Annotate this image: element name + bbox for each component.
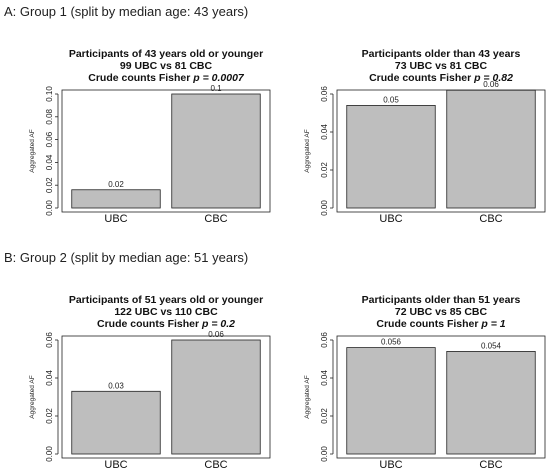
bar-value-label: 0.1 bbox=[210, 84, 222, 93]
y-tick-label: 0.04 bbox=[45, 370, 54, 386]
chart-panel-group2-older: Participants older than 51 years 72 UBC v… bbox=[275, 290, 550, 471]
bar-cbc bbox=[171, 93, 261, 209]
x-category-label: CBC bbox=[479, 459, 502, 471]
plot-box bbox=[336, 89, 546, 213]
y-tick-label: 0.10 bbox=[45, 86, 54, 102]
y-tick-label: 0.06 bbox=[320, 86, 329, 102]
bar-value-label: 0.054 bbox=[481, 341, 502, 350]
bar-value-label: 0.06 bbox=[208, 330, 224, 339]
bar-value-label: 0.056 bbox=[381, 338, 402, 347]
chart-fisher-line: Crude counts Fisher p = 0.2 bbox=[97, 318, 235, 330]
bar-value-label: 0.06 bbox=[483, 80, 499, 89]
plot-box bbox=[336, 335, 546, 459]
x-category-label: CBC bbox=[204, 459, 227, 471]
chart-svg: Participants of 51 years old or younger1… bbox=[29, 294, 271, 471]
bar-value-label: 0.05 bbox=[383, 95, 399, 104]
group-1-heading: A: Group 1 (split by median age: 43 year… bbox=[4, 4, 249, 19]
bar-ubc bbox=[71, 189, 161, 209]
y-tick-label: 0.06 bbox=[320, 332, 329, 348]
y-tick-label: 0.06 bbox=[45, 332, 54, 348]
x-category-label: UBC bbox=[104, 459, 127, 471]
x-category-label: UBC bbox=[104, 213, 127, 225]
chart-panel-group2-younger: Participants of 51 years old or younger 1… bbox=[0, 290, 275, 471]
y-axis-label: Aggregated AF bbox=[29, 129, 36, 172]
p-value: p = 0.0007 bbox=[192, 72, 245, 84]
p-value: p = 1 bbox=[480, 318, 505, 330]
chart-title: Participants older than 43 years bbox=[362, 48, 521, 60]
chart-fisher-line: Crude counts Fisher p = 0.82 bbox=[369, 72, 513, 84]
chart-subtitle: 73 UBC vs 81 CBC bbox=[395, 60, 488, 72]
y-tick-label: 0.00 bbox=[45, 446, 54, 462]
plot-box bbox=[61, 335, 271, 459]
chart-fisher-line: Crude counts Fisher p = 0.0007 bbox=[88, 72, 245, 84]
x-category-label: CBC bbox=[479, 213, 502, 225]
fisher-label: Crude counts Fisher bbox=[97, 318, 202, 330]
chart-panel-group1-older: Participants older than 43 years 73 UBC v… bbox=[275, 44, 550, 225]
group-2-heading: B: Group 2 (split by median age: 51 year… bbox=[4, 250, 249, 265]
y-tick-label: 0.02 bbox=[45, 408, 54, 424]
y-axis-label: Aggregated AF bbox=[29, 375, 36, 418]
x-category-label: CBC bbox=[204, 213, 227, 225]
y-tick-label: 0.06 bbox=[45, 131, 54, 147]
y-tick-label: 0.02 bbox=[320, 408, 329, 424]
bar-ubc bbox=[346, 105, 436, 209]
bar-cbc bbox=[446, 89, 536, 209]
chart-subtitle: 72 UBC vs 85 CBC bbox=[395, 306, 488, 318]
y-tick-label: 0.04 bbox=[320, 124, 329, 140]
p-value: p = 0.2 bbox=[201, 318, 235, 330]
y-tick-label: 0.02 bbox=[320, 162, 329, 178]
y-tick-label: 0.02 bbox=[45, 177, 54, 193]
bar-ubc bbox=[346, 347, 436, 455]
chart-svg: Participants of 43 years old or younger9… bbox=[29, 48, 271, 225]
chart-title: Participants of 43 years old or younger bbox=[69, 48, 263, 60]
y-tick-label: 0.04 bbox=[320, 370, 329, 386]
bar-value-label: 0.02 bbox=[108, 180, 124, 189]
x-category-label: UBC bbox=[379, 213, 402, 225]
bar-cbc bbox=[446, 351, 536, 455]
fisher-label: Crude counts Fisher bbox=[376, 318, 481, 330]
fisher-label: Crude counts Fisher bbox=[88, 72, 193, 84]
y-tick-label: 0.00 bbox=[45, 200, 54, 216]
x-category-label: UBC bbox=[379, 459, 402, 471]
chart-title: Participants of 51 years old or younger bbox=[69, 294, 263, 306]
bar-value-label: 0.03 bbox=[108, 381, 124, 390]
p-value: p = 0.82 bbox=[473, 72, 513, 84]
chart-fisher-line: Crude counts Fisher p = 1 bbox=[376, 318, 505, 330]
y-tick-label: 0.00 bbox=[320, 446, 329, 462]
y-tick-label: 0.08 bbox=[45, 108, 54, 124]
bar-ubc bbox=[71, 390, 161, 455]
chart-panel-group1-younger: Participants of 43 years old or younger 9… bbox=[0, 44, 275, 225]
y-axis-label: Aggregated AF bbox=[304, 375, 311, 418]
y-tick-label: 0.04 bbox=[45, 154, 54, 170]
y-tick-label: 0.00 bbox=[320, 200, 329, 216]
chart-title: Participants older than 51 years bbox=[362, 294, 521, 306]
bar-cbc bbox=[171, 339, 261, 455]
chart-subtitle: 122 UBC vs 110 CBC bbox=[114, 306, 218, 318]
fisher-label: Crude counts Fisher bbox=[369, 72, 474, 84]
chart-subtitle: 99 UBC vs 81 CBC bbox=[120, 60, 213, 72]
y-axis-label: Aggregated AF bbox=[304, 129, 311, 172]
plot-box bbox=[61, 89, 271, 213]
